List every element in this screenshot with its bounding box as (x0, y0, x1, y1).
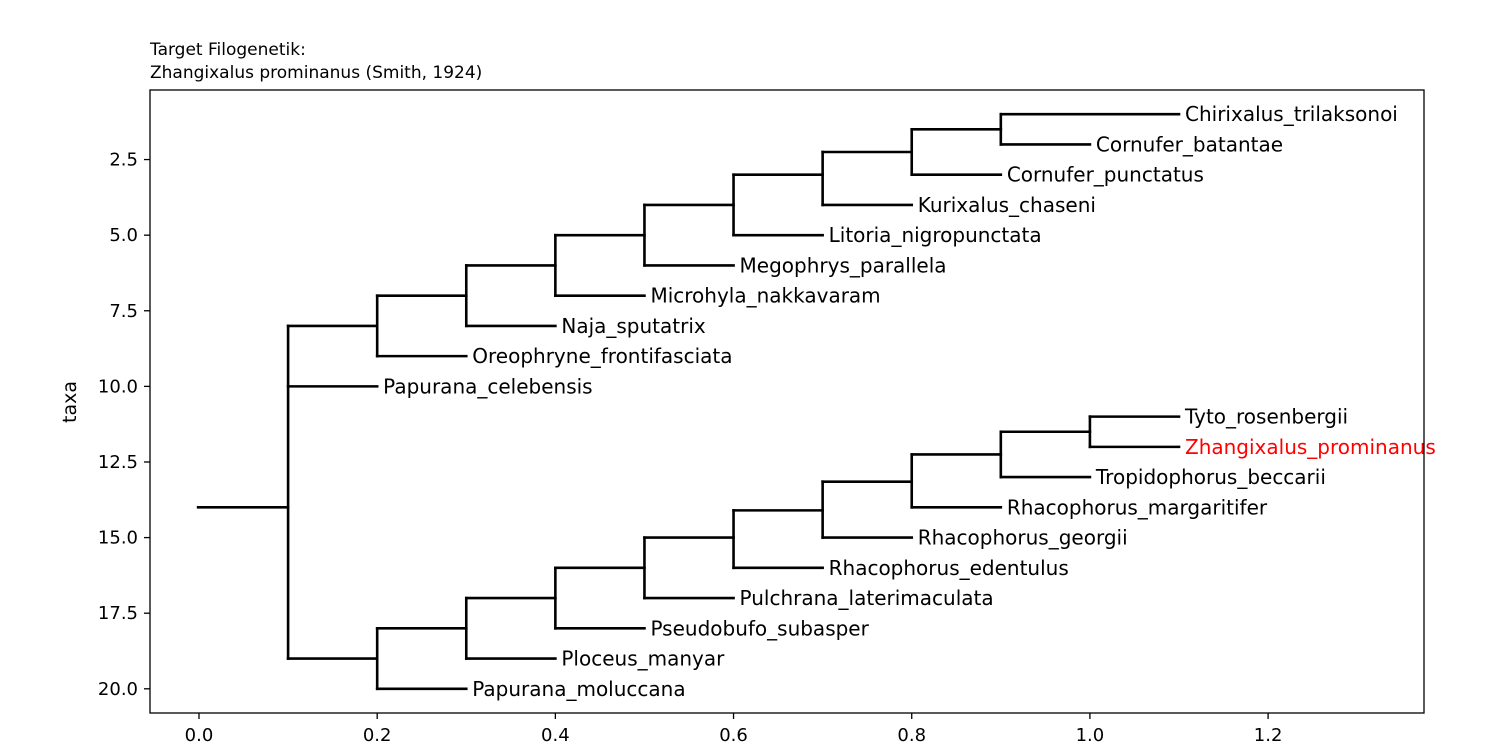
x-tick-label-4: 0.8 (897, 725, 926, 746)
x-tick-label-6: 1.2 (1254, 725, 1283, 746)
leaf-label-litoria-nigropunctata: Litoria_nigropunctata (829, 223, 1042, 247)
leaf-label-oreophryne-frontifasciata: Oreophryne_frontifasciata (472, 344, 732, 368)
leaf-label-cornufer-batantae: Cornufer_batantae (1096, 132, 1283, 156)
leaf-label-kurixalus-chaseni: Kurixalus_chaseni (918, 193, 1096, 217)
leaf-label-rhacophorus-georgii: Rhacophorus_georgii (918, 526, 1128, 550)
leaf-label-microhyla-nakkavaram: Microhyla_nakkavaram (650, 284, 880, 308)
y-tick-label-3: 10.0 (98, 376, 138, 397)
leaf-label-papurana-celebensis: Papurana_celebensis (383, 374, 592, 398)
y-tick-label-5: 15.0 (98, 528, 138, 549)
leaf-label-cornufer-punctatus: Cornufer_punctatus (1007, 163, 1204, 187)
leaf-label-chirixalus-trilaksonoi: Chirixalus_trilaksonoi (1185, 102, 1398, 126)
leaf-label-pulchrana-laterimaculata: Pulchrana_laterimaculata (740, 586, 994, 610)
leaf-label-zhangixalus-prominanus: Zhangixalus_prominanus (1185, 435, 1436, 459)
leaf-label-megophrys-parallela: Megophrys_parallela (740, 253, 947, 277)
y-tick-label-2: 7.5 (109, 301, 138, 322)
y-axis-label: taxa (59, 381, 81, 423)
y-tick-label-4: 12.5 (98, 452, 138, 473)
y-tick-label-1: 5.0 (109, 225, 138, 246)
y-tick-label-7: 20.0 (98, 679, 138, 700)
x-axis: 0.0 0.2 0.4 0.6 0.8 1.0 1.2 (185, 713, 1283, 746)
x-tick-label-0: 0.0 (185, 725, 214, 746)
leaf-label-naja-sputatrix: Naja_sputatrix (561, 314, 706, 338)
y-tick-label-6: 17.5 (98, 603, 138, 624)
leaf-label-rhacophorus-margaritifer: Rhacophorus_margaritifer (1007, 495, 1268, 519)
title-line-2: Zhangixalus prominanus (Smith, 1924) (150, 63, 482, 83)
tree-branches (196, 112, 1181, 691)
leaf-labels: Chirixalus_trilaksonoi Cornufer_batantae C… (383, 102, 1436, 701)
leaf-label-ploceus-manyar: Ploceus_manyar (561, 647, 725, 671)
title-line-1: Target Filogenetik: (149, 40, 306, 60)
y-tick-label-0: 2.5 (109, 150, 138, 171)
y-axis: 2.5 5.0 7.5 10.0 12.5 15.0 17.5 20.0 (98, 150, 150, 700)
leaf-label-papurana-moluccana: Papurana_moluccana (472, 677, 685, 701)
leaf-label-tyto-rosenbergii: Tyto_rosenbergii (1184, 405, 1348, 429)
plot-frame (149, 89, 1425, 714)
leaf-label-tropidophorus-beccarii: Tropidophorus_beccarii (1095, 465, 1326, 489)
x-tick-label-3: 0.6 (719, 725, 748, 746)
x-tick-label-1: 0.2 (363, 725, 392, 746)
x-tick-label-5: 1.0 (1076, 725, 1105, 746)
chart-title: Target Filogenetik: Zhangixalus prominan… (149, 40, 482, 83)
leaf-label-rhacophorus-edentulus: Rhacophorus_edentulus (829, 556, 1069, 580)
x-tick-label-2: 0.4 (541, 725, 570, 746)
leaf-label-pseudobufo-subasper: Pseudobufo_subasper (650, 616, 869, 640)
